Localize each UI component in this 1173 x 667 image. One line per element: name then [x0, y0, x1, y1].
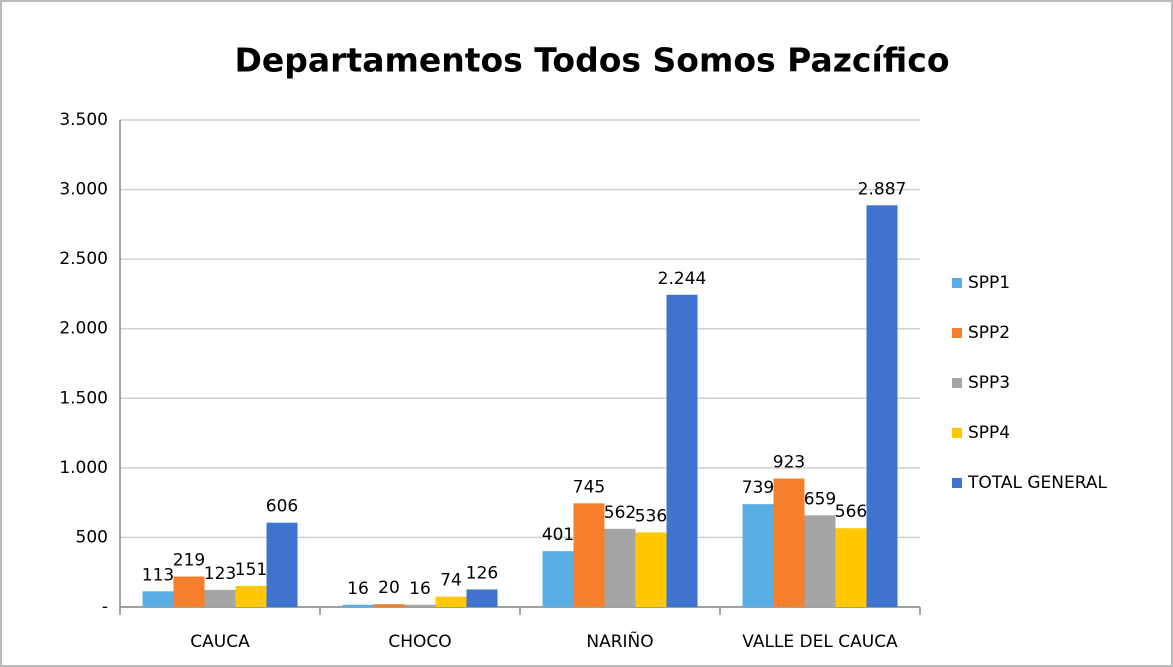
x-tick-label: NARIÑO: [586, 630, 653, 652]
data-label: 401: [542, 525, 574, 545]
data-label: 745: [573, 477, 605, 497]
data-label: 123: [204, 564, 236, 584]
data-label: 16: [409, 579, 431, 599]
bar: [266, 522, 298, 607]
data-label: 2.887: [858, 179, 907, 199]
y-tick-label: -: [102, 597, 108, 617]
data-label: 2.244: [658, 269, 707, 289]
data-label: 113: [142, 565, 174, 585]
x-tick-label: CHOCO: [388, 632, 451, 652]
data-label: 219: [173, 551, 205, 571]
bar: [666, 294, 698, 607]
legend-label: TOTAL GENERAL: [967, 473, 1107, 493]
bar: [542, 551, 574, 607]
y-tick-label: 2.000: [59, 319, 108, 339]
bar: [435, 596, 467, 607]
bar: [604, 528, 636, 607]
bar: [235, 585, 267, 607]
data-label: 562: [604, 503, 636, 523]
bar: [866, 205, 898, 608]
data-label: 739: [742, 478, 774, 498]
y-tick-label: 1.500: [59, 388, 108, 408]
x-tick-label: VALLE DEL CAUCA: [742, 632, 898, 652]
bar: [804, 515, 836, 607]
bar: [773, 478, 805, 607]
data-label: 536: [635, 506, 667, 526]
y-tick-label: 1.000: [59, 458, 108, 478]
legend-label: SPP2: [968, 323, 1010, 343]
data-label: 16: [347, 579, 369, 599]
y-tick-label: 500: [76, 527, 108, 547]
bar: [342, 604, 374, 607]
bar: [142, 591, 174, 607]
bar: [173, 576, 205, 607]
y-tick-label: 2.500: [59, 249, 108, 269]
bar: [404, 604, 436, 607]
bar: [635, 532, 667, 607]
legend-label: SPP1: [968, 273, 1010, 293]
x-tick-label: CAUCA: [190, 632, 250, 652]
data-label: 923: [773, 453, 805, 473]
bar: [204, 589, 236, 607]
bar: [742, 504, 774, 607]
legend-label: SPP4: [968, 423, 1010, 443]
bar: [573, 503, 605, 607]
chart-title: Departamentos Todos Somos Pazcífico: [234, 41, 949, 80]
legend-swatch: [952, 478, 962, 488]
legend-swatch: [952, 278, 962, 288]
data-label: 606: [266, 497, 298, 517]
legend-label: SPP3: [968, 373, 1010, 393]
legend-swatch: [952, 328, 962, 338]
data-label: 566: [835, 502, 867, 522]
data-label: 20: [378, 578, 400, 598]
bar: [466, 589, 498, 607]
y-tick-label: 3.500: [59, 110, 108, 130]
data-label: 126: [466, 563, 498, 583]
bar: [373, 604, 405, 607]
y-tick-label: 3.000: [59, 180, 108, 200]
bar: [835, 528, 867, 607]
legend-swatch: [952, 428, 962, 438]
data-label: 151: [235, 560, 267, 580]
data-label: 74: [440, 571, 462, 591]
data-label: 659: [804, 489, 836, 509]
legend-swatch: [952, 378, 962, 388]
